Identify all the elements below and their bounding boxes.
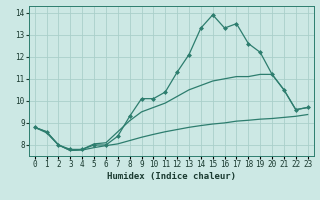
X-axis label: Humidex (Indice chaleur): Humidex (Indice chaleur) (107, 172, 236, 181)
